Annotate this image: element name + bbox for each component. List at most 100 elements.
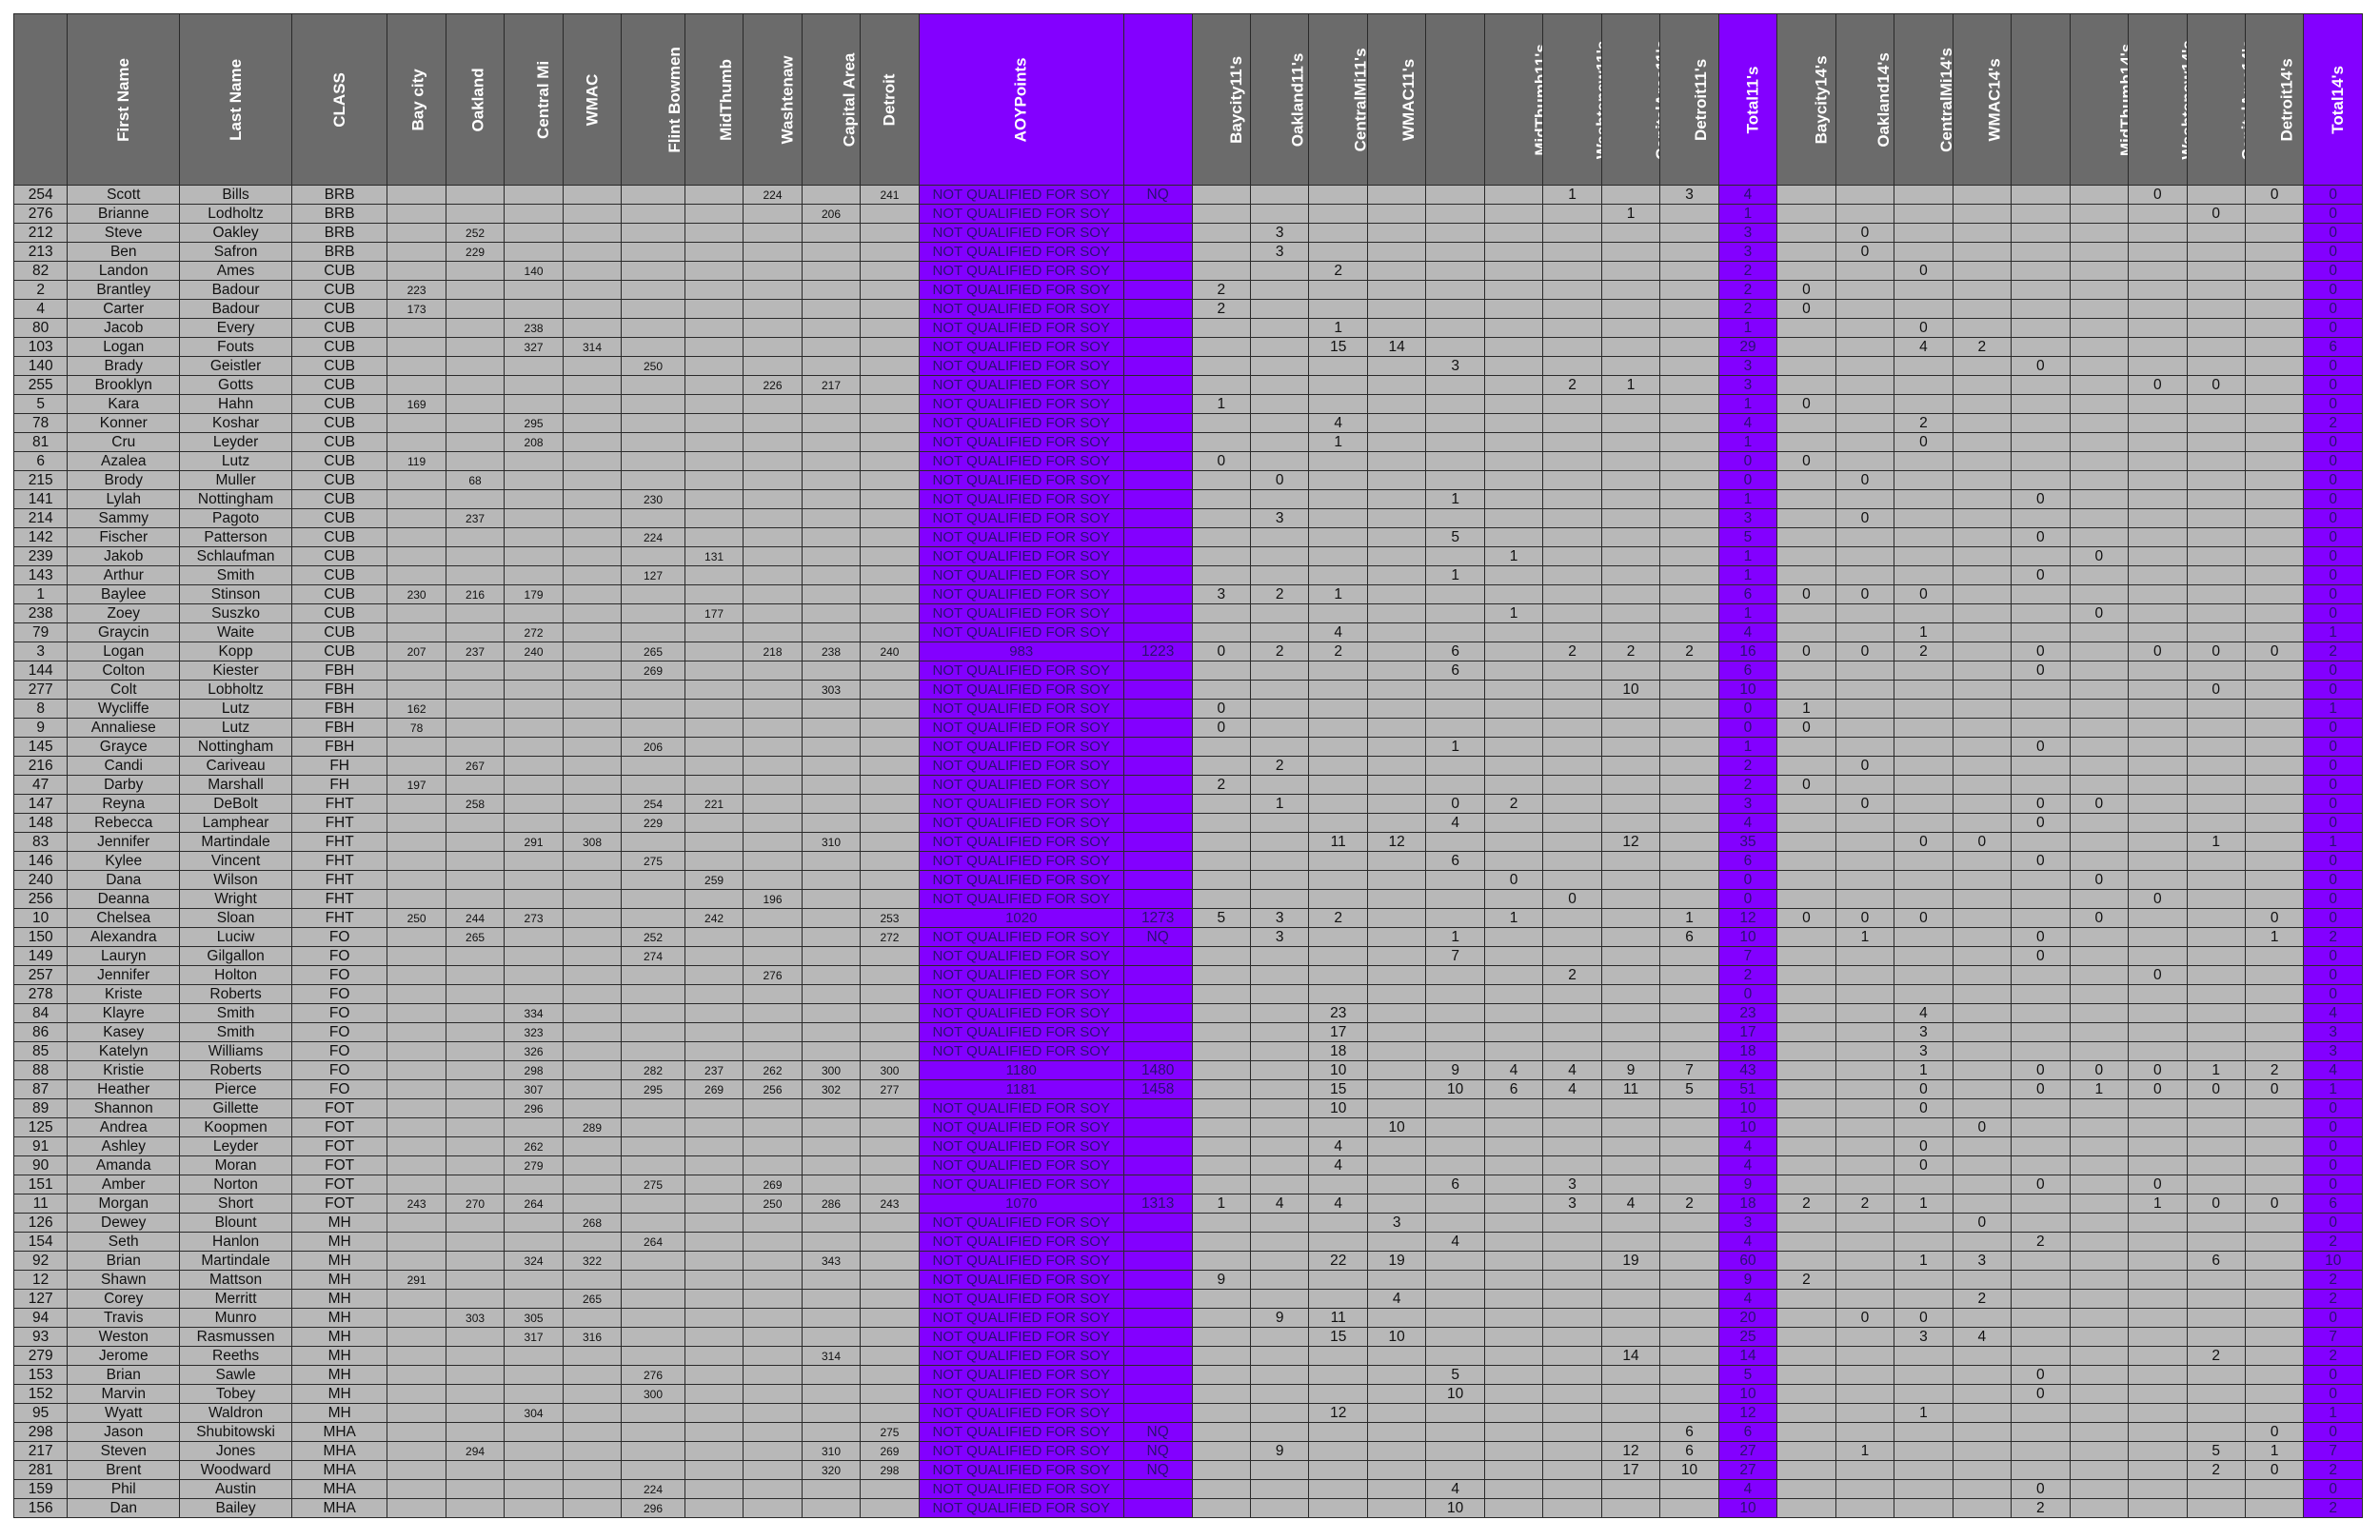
table-cell[interactable]: 16 [1717,642,1778,661]
table-cell[interactable] [2011,775,2071,795]
table-cell[interactable]: 35 [1717,832,1778,852]
table-cell[interactable] [2011,1327,2071,1347]
table-cell[interactable] [2186,1384,2246,1404]
table-cell[interactable] [1483,337,1544,357]
table-cell[interactable]: 0 [2011,642,2071,661]
column-header[interactable]: Total14's [2303,13,2363,186]
table-cell[interactable] [1191,794,1252,814]
table-cell[interactable] [445,280,506,300]
table-cell[interactable]: 307 [504,1079,564,1099]
table-cell[interactable] [387,337,446,357]
table-cell[interactable]: Kristie [67,1060,181,1080]
table-cell[interactable] [1659,451,1719,471]
table-cell[interactable] [562,565,623,585]
table-cell[interactable] [1776,223,1836,243]
table-cell[interactable]: CUB [290,337,388,357]
table-cell[interactable]: 217 [12,1441,69,1461]
table-cell[interactable] [2011,1346,2071,1366]
table-cell[interactable]: 80 [12,318,69,338]
table-cell[interactable] [445,813,506,833]
table-cell[interactable] [2128,1117,2188,1137]
table-cell[interactable] [1122,356,1193,376]
table-cell[interactable]: FOT [290,1194,388,1214]
table-cell[interactable] [504,242,564,262]
table-cell[interactable] [1366,185,1427,205]
table-cell[interactable] [504,356,564,376]
table-cell[interactable]: 0 [2303,432,2363,452]
table-cell[interactable]: Gilgallon [179,946,292,966]
table-cell[interactable] [562,1098,623,1118]
table-cell[interactable]: 269 [621,661,685,681]
table-cell[interactable] [1542,1384,1602,1404]
table-cell[interactable]: MH [290,1365,388,1385]
table-cell[interactable] [684,680,744,700]
table-cell[interactable] [1894,680,1954,700]
table-cell[interactable] [860,1498,920,1518]
table-cell[interactable]: Amanda [67,1155,181,1175]
table-cell[interactable]: 0 [2303,223,2363,243]
table-cell[interactable] [562,870,623,890]
table-cell[interactable] [1366,1003,1427,1023]
table-cell[interactable] [1483,661,1544,681]
table-cell[interactable]: 218 [743,642,803,661]
table-cell[interactable] [2186,870,2246,890]
table-cell[interactable] [1659,984,1719,1004]
table-cell[interactable] [1249,1003,1310,1023]
table-cell[interactable] [1191,1460,1252,1480]
table-cell[interactable] [1542,1403,1602,1423]
table-cell[interactable] [1308,756,1368,776]
column-header[interactable]: WMAC14's [1952,13,2013,186]
table-cell[interactable] [1191,204,1252,224]
table-cell[interactable] [621,1327,685,1347]
table-cell[interactable] [1122,889,1193,909]
table-cell[interactable] [1308,927,1368,947]
table-cell[interactable] [445,546,506,566]
table-cell[interactable]: 47 [12,775,69,795]
table-cell[interactable] [387,1022,446,1042]
table-cell[interactable]: 3 [1717,356,1778,376]
table-cell[interactable]: 10 [1425,1498,1485,1518]
table-cell[interactable] [1659,1403,1719,1423]
table-cell[interactable] [1952,546,2013,566]
table-cell[interactable] [2244,413,2305,433]
table-cell[interactable]: 2 [1249,642,1310,661]
table-cell[interactable]: 1 [2244,1441,2305,1461]
table-cell[interactable] [387,851,446,871]
table-cell[interactable] [1600,870,1661,890]
table-cell[interactable] [1659,1117,1719,1137]
table-cell[interactable] [1542,1460,1602,1480]
table-cell[interactable] [2069,1346,2130,1366]
table-cell[interactable]: 0 [1717,889,1778,909]
table-cell[interactable] [684,584,744,604]
table-cell[interactable] [801,889,862,909]
table-cell[interactable] [1425,1270,1485,1290]
table-cell[interactable] [1600,223,1661,243]
table-cell[interactable]: 2 [1717,775,1778,795]
table-cell[interactable]: 0 [2244,185,2305,205]
table-cell[interactable] [2011,1117,2071,1137]
table-cell[interactable] [860,1098,920,1118]
table-cell[interactable]: 19 [1600,1251,1661,1271]
table-cell[interactable]: 0 [2011,1175,2071,1194]
table-cell[interactable] [2011,832,2071,852]
table-cell[interactable] [801,775,862,795]
table-cell[interactable] [1894,1270,1954,1290]
table-cell[interactable] [801,451,862,471]
table-cell[interactable]: 5 [1717,1365,1778,1385]
column-header[interactable]: Oakland11's [1249,13,1310,186]
table-cell[interactable] [1249,1270,1310,1290]
table-cell[interactable]: 0 [1894,1136,1954,1156]
table-cell[interactable] [1308,1498,1368,1518]
table-cell[interactable]: 85 [12,1041,69,1061]
table-cell[interactable]: 217 [801,375,862,395]
table-cell[interactable] [1425,718,1485,738]
table-cell[interactable] [1600,1213,1661,1233]
table-cell[interactable]: 2 [1894,413,1954,433]
table-cell[interactable] [445,603,506,623]
table-cell[interactable] [1600,451,1661,471]
table-cell[interactable] [1600,1422,1661,1442]
table-cell[interactable] [743,1422,803,1442]
table-cell[interactable] [1122,1098,1193,1118]
table-cell[interactable]: MH [290,1346,388,1366]
table-cell[interactable] [684,470,744,490]
